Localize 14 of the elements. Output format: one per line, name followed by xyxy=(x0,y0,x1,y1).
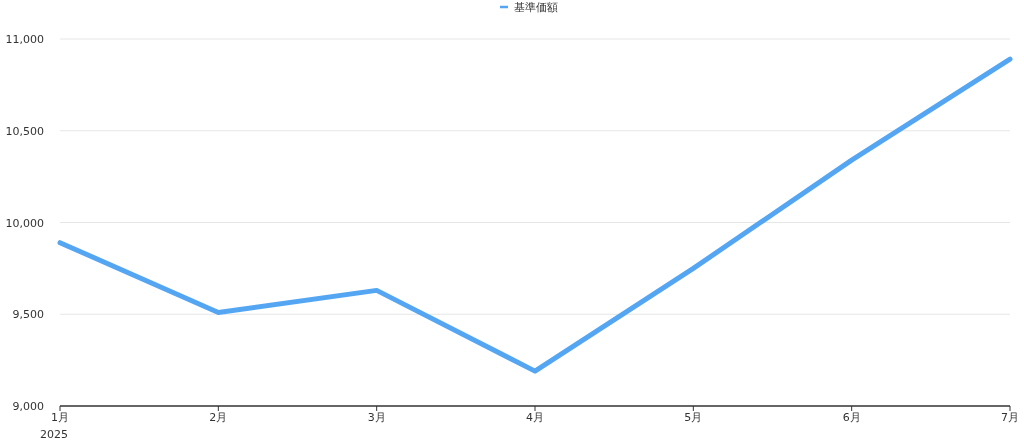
y-tick-label: 10,000 xyxy=(5,216,44,230)
x-tick-label: 6月 xyxy=(842,411,861,424)
x-tick-label: 1月 xyxy=(51,411,69,424)
x-tick-label: 4月 xyxy=(526,411,544,424)
x-tick-label: 7月 xyxy=(1001,411,1019,424)
legend-label: 基準価額 xyxy=(514,1,558,14)
y-tick-label: 9,500 xyxy=(12,308,44,322)
x-tick-label: 2月 xyxy=(209,411,228,424)
x-tick-label: 3月 xyxy=(367,411,386,424)
text: 2025 xyxy=(40,428,68,441)
y-tick-label: 10,500 xyxy=(5,124,44,138)
x-tick-label: 5月 xyxy=(684,411,703,424)
y-tick-label: 11,000 xyxy=(5,33,44,46)
y-tick-label: 9,000 xyxy=(12,400,44,413)
